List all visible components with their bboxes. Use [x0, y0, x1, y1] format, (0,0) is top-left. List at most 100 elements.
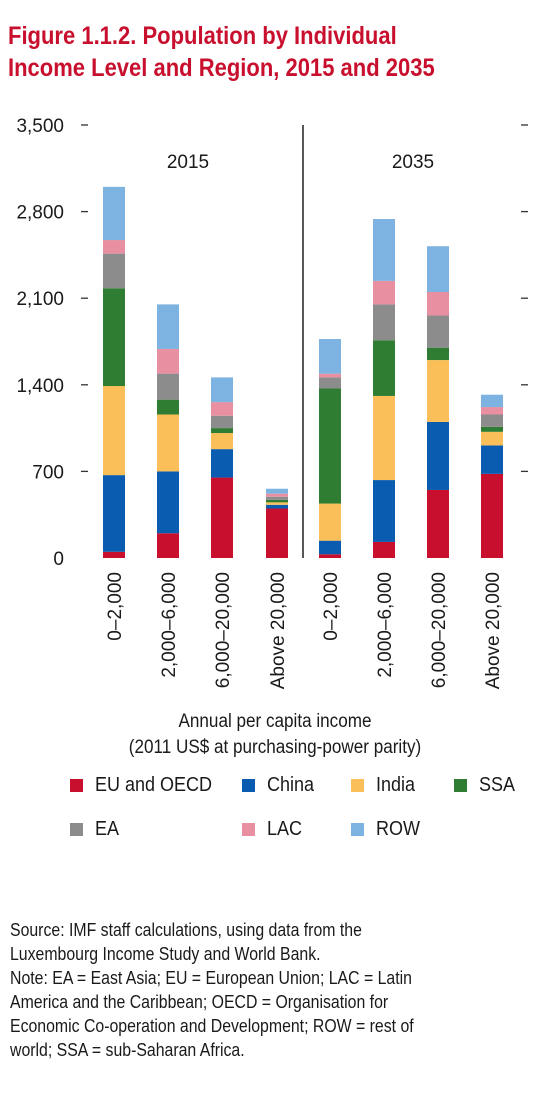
bar-segment-4-eu-and-oecd: [266, 508, 288, 558]
stacked-bar-chart: 0 700 1,400 2,100 2,800 3,500 2015 2035 0–2,000 2…: [16, 116, 528, 689]
bar-segment-1-india: [103, 386, 125, 476]
bar-segment-2-ssa: [157, 399, 179, 415]
note-line-1: Note: EA = East Asia; EU = European Unio…: [10, 968, 412, 988]
bar-segment-5-ea: [319, 377, 341, 389]
bar-segment-7-ssa: [427, 347, 449, 361]
y-tick-label-4: 2,800: [16, 203, 64, 224]
x-tick-label-8: Above 20,000: [483, 572, 504, 689]
legend-swatch-ea: [70, 823, 83, 836]
legend-label-china: China: [267, 774, 315, 796]
bar-segment-5-row: [319, 339, 341, 374]
note-line-3: Economic Co-operation and Development; R…: [10, 1016, 414, 1036]
legend-swatch-ssa: [454, 779, 467, 792]
legend-item-ssa: SSA: [454, 774, 519, 797]
bar-segment-8-china: [481, 445, 503, 474]
bar-segment-5-china: [319, 540, 341, 555]
x-tick-label-5: 0–2,000: [321, 572, 342, 641]
bar-segment-1-ssa: [103, 288, 125, 387]
bar-segment-4-ea: [266, 496, 288, 500]
bar-segment-7-ea: [427, 315, 449, 348]
bar-segment-6-china: [373, 480, 395, 542]
chart-title-line-2: Income Level and Region, 2015 and 2035: [8, 54, 435, 82]
legend-label-ea: EA: [95, 818, 120, 840]
bar-segment-8-ssa: [481, 426, 503, 432]
legend-item-eu-oecd: EU and OECD: [70, 774, 225, 797]
legend-swatch-row: [351, 823, 364, 836]
bar-segment-5-india: [319, 503, 341, 541]
bar-segment-8-ea: [481, 414, 503, 427]
bar-segment-4-china: [266, 504, 288, 509]
legend-swatch-lac: [242, 823, 255, 836]
x-tick-label-7: 6,000–20,000: [429, 572, 450, 688]
bar-segment-3-ea: [211, 415, 233, 429]
x-tick-label-4: Above 20,000: [268, 572, 289, 689]
note-line-2: America and the Caribbean; OECD = Organi…: [10, 992, 389, 1012]
bar-segment-6-eu-and-oecd: [373, 541, 395, 558]
bar-segment-7-china: [427, 421, 449, 490]
bar-segment-3-india: [211, 433, 233, 450]
source-line-2: Luxembourg Income Study and World Bank.: [10, 944, 321, 964]
bar-segment-1-lac: [103, 240, 125, 254]
bar-segment-7-row: [427, 246, 449, 293]
y-tick-label-0: 0: [53, 549, 64, 570]
bar-segment-4-lac: [266, 493, 288, 497]
bar-segment-8-lac: [481, 407, 503, 415]
bar-segment-1-ea: [103, 253, 125, 289]
legend-swatch-eu-oecd: [70, 779, 83, 792]
bar-segment-7-india: [427, 360, 449, 422]
x-tick-label-1: 0–2,000: [105, 572, 126, 641]
panel-label-2015: 2015: [167, 152, 209, 173]
legend-label-india: India: [376, 774, 416, 796]
x-axis-label-line-1: Annual per capita income: [178, 711, 372, 732]
bar-segment-5-eu-and-oecd: [319, 554, 341, 558]
bar-segment-8-india: [481, 431, 503, 446]
bar-segment-2-row: [157, 304, 179, 349]
bar-segment-6-row: [373, 219, 395, 281]
y-tick-label-3: 2,100: [16, 289, 64, 310]
bar-segment-2-ea: [157, 373, 179, 400]
bar-segment-1-china: [103, 475, 125, 552]
bar-segment-1-eu-and-oecd: [103, 551, 125, 558]
note-line-4: world; SSA = sub-Saharan Africa.: [10, 1040, 245, 1060]
bar-segment-3-china: [211, 449, 233, 478]
bar-segment-7-eu-and-oecd: [427, 489, 449, 558]
chart-title: Figure 1.1.2. Population by Individual I…: [8, 20, 474, 84]
bar-segment-2-eu-and-oecd: [157, 533, 179, 558]
bar-segment-3-eu-and-oecd: [211, 477, 233, 558]
bar-segment-3-lac: [211, 402, 233, 416]
legend-label-eu-oecd: EU and OECD: [95, 774, 213, 796]
legend-item-row: ROW: [351, 818, 425, 841]
legend-swatch-india: [351, 779, 364, 792]
legend-item-ea: EA: [70, 818, 122, 841]
x-tick-label-3: 6,000–20,000: [213, 572, 234, 688]
x-tick-label-2: 2,000–6,000: [159, 572, 180, 678]
y-tick-label-1: 700: [32, 462, 64, 483]
bar-segment-6-lac: [373, 280, 395, 305]
x-tick-label-6: 2,000–6,000: [375, 572, 396, 678]
bar-segment-8-eu-and-oecd: [481, 473, 503, 558]
bar-segment-4-ssa: [266, 499, 288, 503]
bar-segment-3-row: [211, 377, 233, 403]
bar-segment-4-india: [266, 502, 288, 505]
bar-segment-2-lac: [157, 348, 179, 374]
bar-segment-8-row: [481, 394, 503, 408]
bar-segment-6-ssa: [373, 340, 395, 396]
legend-label-lac: LAC: [267, 818, 303, 840]
x-axis-label-line-2: (2011 US$ at purchasing-power parity): [128, 737, 422, 758]
legend-item-china: China: [242, 774, 319, 797]
bar-segment-4-row: [266, 488, 288, 494]
source-note: Source: IMF staff calculations, using da…: [10, 918, 485, 1062]
chart-title-line-1: Figure 1.1.2. Population by Individual: [8, 22, 397, 50]
bar-segment-7-lac: [427, 292, 449, 316]
bar-segment-2-china: [157, 471, 179, 534]
legend-item-india: India: [351, 774, 419, 797]
bar-segment-6-india: [373, 395, 395, 481]
legend-label-row: ROW: [376, 818, 421, 840]
legend-swatch-china: [242, 779, 255, 792]
source-line-1: Source: IMF staff calculations, using da…: [10, 920, 362, 940]
bar-segment-5-lac: [319, 373, 341, 378]
bar-segment-3-ssa: [211, 428, 233, 434]
panel-label-2035: 2035: [392, 152, 434, 173]
bar-segment-1-row: [103, 186, 125, 241]
y-tick-label-5: 3,500: [16, 116, 64, 137]
